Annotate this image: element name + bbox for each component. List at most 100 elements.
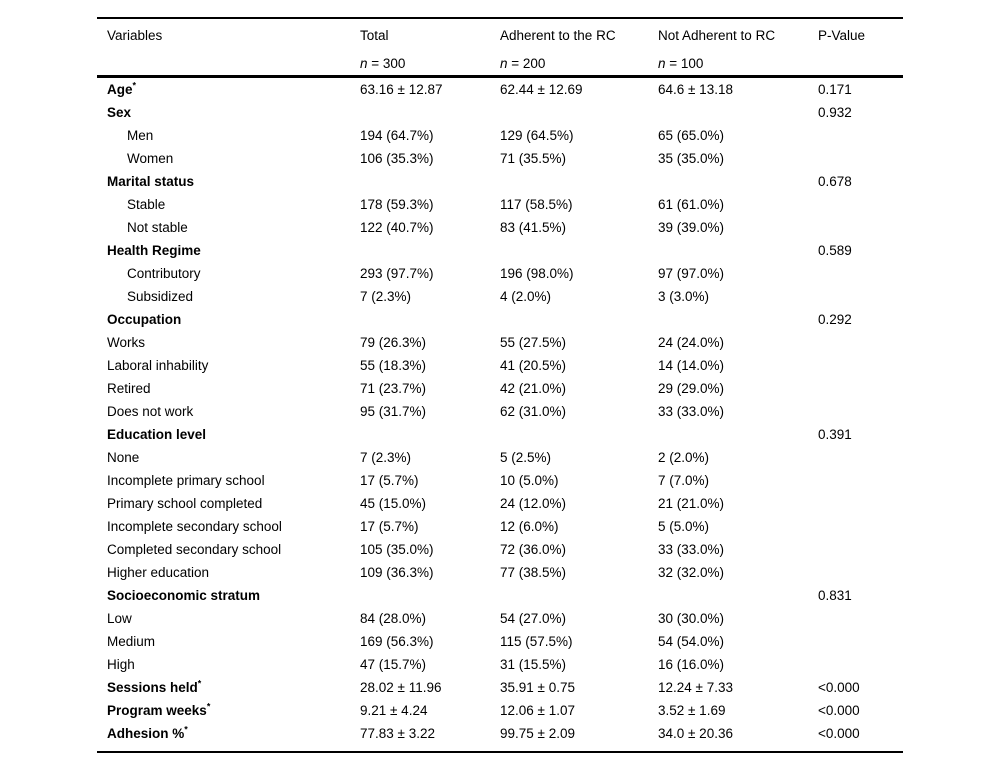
row-label: Sessions held — [107, 680, 198, 695]
row-label-cell: Health Regime — [97, 239, 350, 262]
table-row: Incomplete primary school 17 (5.7%) 10 (… — [97, 469, 903, 492]
row-label-cell: Medium — [97, 630, 350, 653]
cell-total: 77.83 ± 3.22 — [360, 726, 435, 741]
cell-total: 109 (36.3%) — [360, 565, 434, 580]
cell-p-value: 0.171 — [818, 82, 852, 97]
cell-not-adherent: 24 (24.0%) — [658, 335, 725, 350]
table-row: Adhesion %* 77.83 ± 3.22 99.75 ± 2.09 34… — [97, 722, 903, 745]
cell-p-value: 0.831 — [818, 588, 852, 603]
cell-total — [350, 101, 490, 124]
cell-adherent — [490, 101, 648, 124]
cell-p-value — [808, 446, 903, 469]
cell-p-value: 0.932 — [818, 105, 852, 120]
row-label-cell: Stable — [97, 193, 350, 216]
footnote-asterisk: * — [197, 678, 202, 689]
cell-adherent — [490, 308, 648, 331]
table-row: Works 79 (26.3%) 55 (27.5%) 24 (24.0%) — [97, 331, 903, 354]
row-label: Stable — [127, 197, 166, 212]
cell-adherent: 71 (35.5%) — [500, 151, 567, 166]
row-label-cell: Higher education — [97, 561, 350, 584]
row-label: Incomplete secondary school — [107, 519, 282, 534]
table-row: Women 106 (35.3%) 71 (35.5%) 35 (35.0%) — [97, 147, 903, 170]
table-row: Age* 63.16 ± 12.87 62.44 ± 12.69 64.6 ± … — [97, 78, 903, 101]
table-row: Sessions held* 28.02 ± 11.96 35.91 ± 0.7… — [97, 676, 903, 699]
row-label: High — [107, 657, 135, 672]
cell-not-adherent: 5 (5.0%) — [658, 519, 710, 534]
cell-total: 71 (23.7%) — [360, 381, 427, 396]
cell-p-value — [808, 354, 903, 377]
cell-p-value — [808, 124, 903, 147]
column-header-total: Total n = 300 — [350, 19, 490, 75]
table-row: Low 84 (28.0%) 54 (27.0%) 30 (30.0%) — [97, 607, 903, 630]
cell-p-value: <0.000 — [818, 703, 860, 718]
row-label: Higher education — [107, 565, 210, 580]
row-label-cell: Laboral inhability — [97, 354, 350, 377]
row-label: Incomplete primary school — [107, 473, 265, 488]
cell-adherent: 62 (31.0%) — [500, 404, 567, 419]
row-label: Program weeks — [107, 703, 207, 718]
column-header-p-value: P-Value — [808, 19, 903, 75]
table-row: Higher education 109 (36.3%) 77 (38.5%) … — [97, 561, 903, 584]
cell-p-value — [808, 147, 903, 170]
row-label: Retired — [107, 381, 151, 396]
cell-total: 47 (15.7%) — [360, 657, 427, 672]
cell-adherent: 41 (20.5%) — [500, 358, 567, 373]
cell-adherent: 31 (15.5%) — [500, 657, 567, 672]
cell-not-adherent: 29 (29.0%) — [658, 381, 725, 396]
cell-p-value — [808, 630, 903, 653]
table-row: Medium 169 (56.3%) 115 (57.5%) 54 (54.0%… — [97, 630, 903, 653]
table-row: Primary school completed 45 (15.0%) 24 (… — [97, 492, 903, 515]
row-label: Occupation — [107, 312, 182, 327]
cell-not-adherent: 21 (21.0%) — [658, 496, 725, 511]
row-label: Adhesion % — [107, 726, 185, 741]
cell-not-adherent — [648, 584, 808, 607]
column-header-not-adherent: Not Adherent to RC n = 100 — [648, 19, 808, 75]
cell-total: 106 (35.3%) — [360, 151, 434, 166]
column-header-adherent: Adherent to the RC n = 200 — [490, 19, 648, 75]
cell-not-adherent: 65 (65.0%) — [658, 128, 725, 143]
row-label-cell: Program weeks* — [97, 699, 350, 722]
row-label-cell: Low — [97, 607, 350, 630]
row-label-cell: Education level — [97, 423, 350, 446]
cell-p-value — [808, 492, 903, 515]
table-row: Socioeconomic stratum 0.831 — [97, 584, 903, 607]
cell-not-adherent: 16 (16.0%) — [658, 657, 725, 672]
cell-adherent: 55 (27.5%) — [500, 335, 567, 350]
cell-p-value — [808, 331, 903, 354]
row-label-cell: Primary school completed — [97, 492, 350, 515]
cell-not-adherent — [648, 239, 808, 262]
cell-not-adherent: 32 (32.0%) — [658, 565, 725, 580]
row-label: Laboral inhability — [107, 358, 209, 373]
row-label-cell: Incomplete secondary school — [97, 515, 350, 538]
cell-not-adherent: 3.52 ± 1.69 — [658, 703, 726, 718]
cell-adherent — [490, 584, 648, 607]
cell-adherent: 54 (27.0%) — [500, 611, 567, 626]
cell-not-adherent: 3 (3.0%) — [658, 289, 710, 304]
row-label: Medium — [107, 634, 156, 649]
cell-total: 122 (40.7%) — [360, 220, 434, 235]
cell-adherent: 35.91 ± 0.75 — [500, 680, 575, 695]
cell-total — [350, 308, 490, 331]
row-label: Age — [107, 82, 133, 97]
cell-total: 7 (2.3%) — [360, 450, 412, 465]
cell-p-value: 0.292 — [818, 312, 852, 327]
table-row: Men 194 (64.7%) 129 (64.5%) 65 (65.0%) — [97, 124, 903, 147]
row-label-cell: Works — [97, 331, 350, 354]
cell-p-value — [808, 262, 903, 285]
footnote-asterisk: * — [132, 80, 137, 91]
row-label-cell: Socioeconomic stratum — [97, 584, 350, 607]
cell-total — [350, 170, 490, 193]
column-header-total-n: n = 300 — [360, 54, 490, 74]
column-header-not-adherent-n: n = 100 — [658, 54, 808, 74]
cell-total: 105 (35.0%) — [360, 542, 434, 557]
table-header: Variables Total n = 300 Adherent to the … — [97, 17, 903, 78]
table-row: Marital status 0.678 — [97, 170, 903, 193]
row-label: Works — [107, 335, 146, 350]
cell-adherent — [490, 170, 648, 193]
n-count: = 100 — [665, 56, 704, 71]
cell-adherent: 12 (6.0%) — [500, 519, 559, 534]
row-label: Women — [127, 151, 174, 166]
table-row: Program weeks* 9.21 ± 4.24 12.06 ± 1.07 … — [97, 699, 903, 722]
cell-adherent: 4 (2.0%) — [500, 289, 552, 304]
cell-adherent: 117 (58.5%) — [500, 197, 573, 212]
